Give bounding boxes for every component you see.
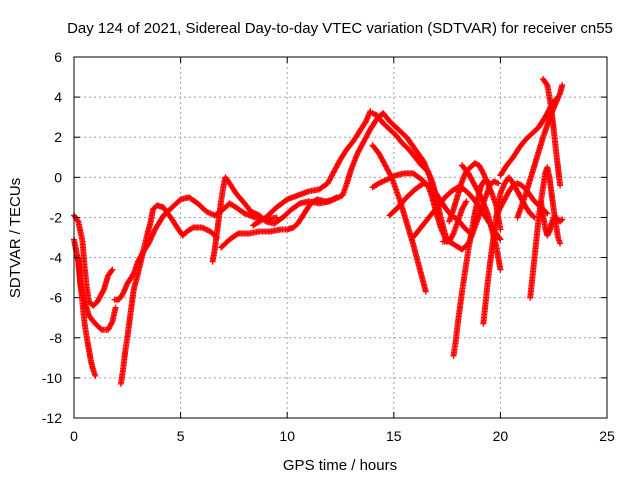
data-point bbox=[189, 225, 196, 232]
data-point bbox=[496, 235, 503, 242]
grid-lines bbox=[74, 57, 607, 418]
series-arc-10 bbox=[369, 142, 429, 295]
data-point bbox=[559, 216, 566, 223]
series-arc-16 bbox=[439, 178, 502, 253]
x-tick-label: 0 bbox=[70, 428, 78, 444]
x-tick-label: 10 bbox=[279, 428, 295, 444]
axis-ticks: 0 5 10 15 20 25 -12 -10 -8 -6 -4 -2 0 2 4 6 bbox=[42, 49, 615, 444]
data-point bbox=[477, 193, 484, 200]
data-point bbox=[92, 372, 99, 379]
y-tick-label: 2 bbox=[54, 129, 62, 145]
y-tick-label: -6 bbox=[50, 290, 63, 306]
data-point bbox=[233, 231, 240, 238]
data-point bbox=[108, 320, 115, 327]
y-axis-label: SDTVAR / TECUs bbox=[7, 178, 24, 298]
data-point bbox=[495, 180, 502, 187]
x-tick-label: 20 bbox=[493, 428, 509, 444]
plot-frame bbox=[73, 56, 608, 419]
series-arc-22 bbox=[540, 76, 564, 189]
data-point bbox=[497, 266, 504, 273]
data-point bbox=[74, 217, 81, 224]
series-arc-7 bbox=[218, 110, 440, 251]
data-point bbox=[449, 231, 456, 238]
y-tick-label: -8 bbox=[50, 330, 63, 346]
x-tick-label: 5 bbox=[177, 428, 185, 444]
data-point bbox=[543, 80, 550, 87]
y-tick-label: -4 bbox=[50, 250, 63, 266]
data-point bbox=[558, 217, 565, 224]
data-point bbox=[97, 325, 104, 332]
series-arc-5 bbox=[117, 202, 220, 387]
data-point bbox=[112, 304, 119, 311]
y-tick-label: -12 bbox=[42, 410, 62, 426]
data-points bbox=[71, 76, 566, 387]
data-point bbox=[422, 288, 429, 295]
data-point bbox=[497, 226, 504, 233]
series-arc-11 bbox=[386, 180, 474, 237]
y-tick-label: -10 bbox=[42, 370, 62, 386]
data-point bbox=[462, 199, 469, 206]
y-tick-label: -2 bbox=[50, 209, 63, 225]
series-arc-3 bbox=[75, 254, 99, 379]
series-arc-15 bbox=[446, 160, 504, 233]
data-point bbox=[557, 240, 564, 247]
data-point bbox=[545, 229, 552, 236]
data-point bbox=[479, 168, 486, 175]
y-tick-label: 6 bbox=[54, 49, 62, 65]
data-point bbox=[493, 179, 500, 186]
data-point bbox=[557, 182, 564, 189]
data-point bbox=[463, 198, 470, 205]
x-tick-label: 25 bbox=[599, 428, 615, 444]
data-point bbox=[109, 266, 116, 273]
y-tick-label: 0 bbox=[54, 169, 62, 185]
series-arc-24 bbox=[537, 198, 566, 239]
series-arc-8 bbox=[250, 108, 374, 229]
data-point bbox=[559, 82, 566, 89]
data-point bbox=[108, 267, 115, 274]
data-point bbox=[497, 236, 504, 243]
x-axis-label: GPS time / hours bbox=[283, 457, 397, 474]
x-tick-label: 15 bbox=[386, 428, 402, 444]
data-point bbox=[100, 287, 107, 294]
series-arc-1 bbox=[71, 212, 116, 309]
y-tick-label: 4 bbox=[54, 89, 62, 105]
data-point bbox=[530, 213, 537, 220]
chart-title: Day 124 of 2021, Sidereal Day-to-day VTE… bbox=[67, 20, 613, 37]
